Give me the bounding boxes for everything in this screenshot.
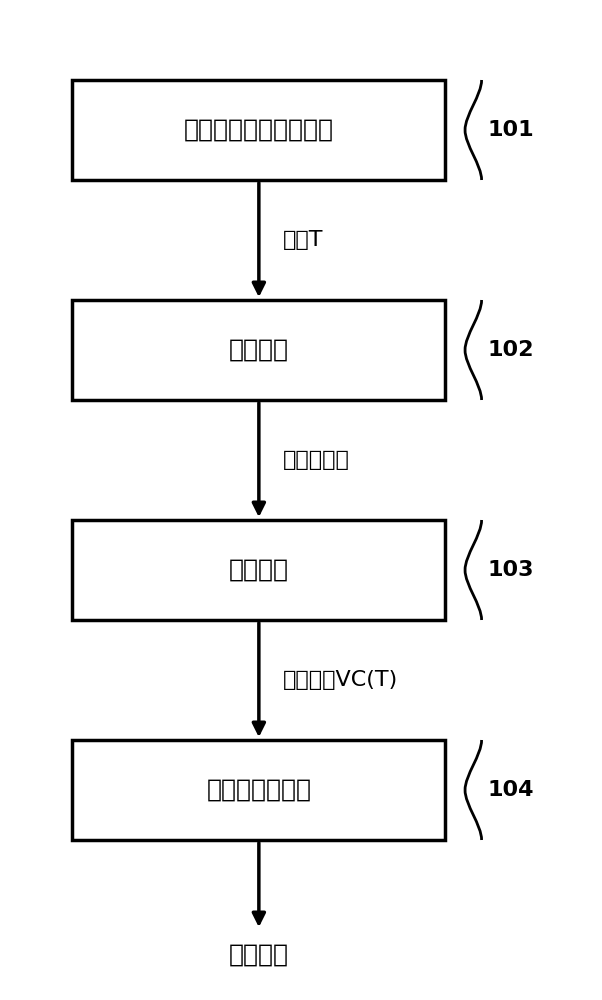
Text: 温度传感器及调理电路: 温度传感器及调理电路 [184,118,334,142]
Text: 103: 103 [488,560,534,580]
Text: 补偿网络: 补偿网络 [229,558,289,582]
Text: 补偿电压值: 补偿电压值 [283,450,350,470]
Text: 信号输出: 信号输出 [229,943,289,967]
Text: 104: 104 [488,780,534,800]
Text: 102: 102 [488,340,534,360]
Text: 101: 101 [488,120,534,140]
Text: 微处理器: 微处理器 [229,338,289,362]
Text: 补偿电压VC(T): 补偿电压VC(T) [283,670,398,690]
Text: 温度T: 温度T [283,230,323,250]
Text: 压控晶体振荡器: 压控晶体振荡器 [206,778,311,802]
FancyBboxPatch shape [72,300,445,400]
FancyBboxPatch shape [72,740,445,840]
FancyBboxPatch shape [72,80,445,180]
FancyBboxPatch shape [72,520,445,620]
